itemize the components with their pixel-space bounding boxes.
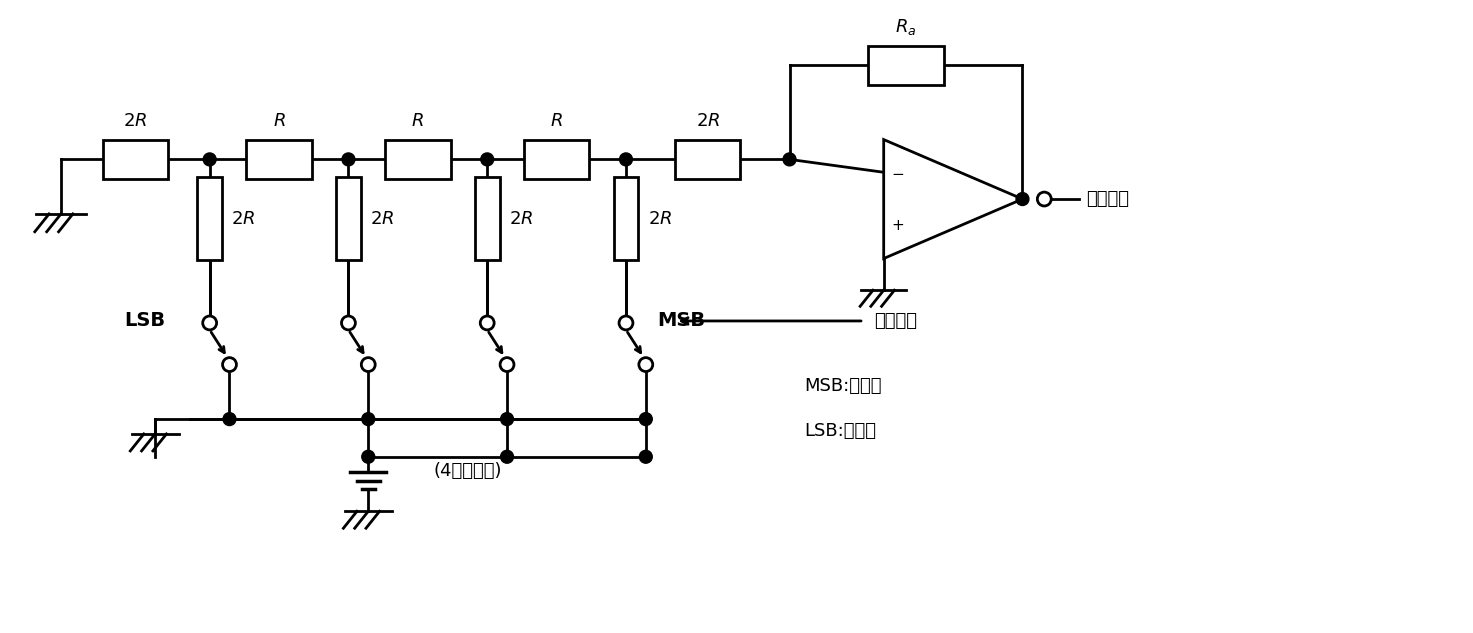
Circle shape [222, 358, 237, 372]
Text: 数字输入: 数字输入 [873, 312, 916, 330]
Circle shape [639, 450, 653, 463]
Circle shape [639, 358, 653, 372]
Circle shape [784, 153, 795, 166]
Text: $R$: $R$ [411, 111, 424, 130]
Text: $2R$: $2R$ [695, 111, 720, 130]
Circle shape [362, 413, 374, 425]
Circle shape [362, 450, 374, 463]
Text: 模拟输出: 模拟输出 [1086, 190, 1128, 208]
Bar [384, 140, 451, 179]
Bar [103, 140, 168, 179]
Polygon shape [884, 139, 1022, 258]
Circle shape [1037, 192, 1052, 206]
Circle shape [480, 153, 493, 166]
Bar [524, 140, 589, 179]
Circle shape [222, 413, 236, 425]
Circle shape [501, 413, 514, 425]
Bar [675, 140, 741, 179]
Bar [474, 177, 499, 261]
Bar [868, 46, 944, 85]
Circle shape [203, 153, 217, 166]
Circle shape [480, 316, 493, 330]
Circle shape [361, 358, 376, 372]
Text: LSB:最低位: LSB:最低位 [804, 422, 876, 440]
Circle shape [620, 153, 632, 166]
Circle shape [619, 316, 633, 330]
Bar [614, 177, 638, 261]
Text: LSB: LSB [124, 311, 165, 330]
Circle shape [501, 450, 514, 463]
Text: $2R$: $2R$ [510, 210, 533, 228]
Bar [197, 177, 222, 261]
Circle shape [501, 358, 514, 372]
Text: MSB: MSB [658, 311, 706, 330]
Circle shape [639, 413, 653, 425]
Bar [246, 140, 312, 179]
Circle shape [342, 316, 355, 330]
Bar [336, 177, 361, 261]
Text: $R$: $R$ [273, 111, 286, 130]
Circle shape [342, 153, 355, 166]
Circle shape [1016, 192, 1030, 206]
Text: $2R$: $2R$ [231, 210, 256, 228]
Text: $2R$: $2R$ [124, 111, 147, 130]
Text: $R_a$: $R_a$ [896, 18, 916, 37]
Text: $R$: $R$ [551, 111, 563, 130]
Text: $-$: $-$ [891, 165, 904, 180]
Text: $2R$: $2R$ [370, 210, 395, 228]
Text: (4位的情况): (4位的情况) [433, 461, 502, 480]
Text: $+$: $+$ [891, 218, 904, 234]
Text: MSB:最高位: MSB:最高位 [804, 377, 882, 396]
Text: $2R$: $2R$ [648, 210, 672, 228]
Circle shape [203, 316, 217, 330]
